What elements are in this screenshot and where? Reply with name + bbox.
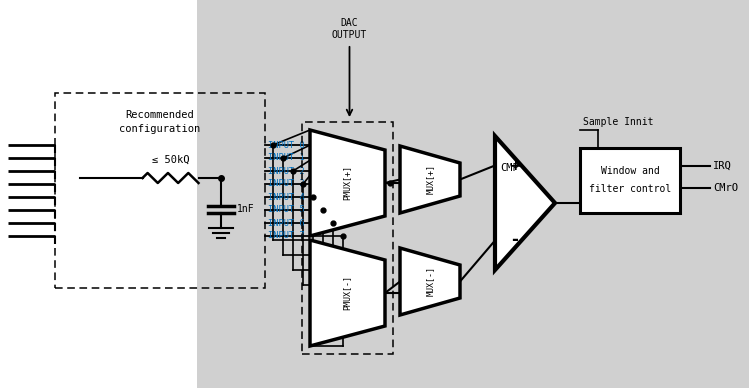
Text: Window and: Window and <box>601 166 659 177</box>
Polygon shape <box>310 130 385 236</box>
Text: configuration: configuration <box>119 124 201 134</box>
Text: INPUT 2: INPUT 2 <box>268 166 305 175</box>
Text: INPUT 5: INPUT 5 <box>268 206 305 215</box>
Bar <box>302 122 393 354</box>
Text: 1nF: 1nF <box>237 204 254 214</box>
Polygon shape <box>495 136 555 270</box>
Text: INPUT 3: INPUT 3 <box>268 180 305 189</box>
Text: PMUX[-]: PMUX[-] <box>342 275 351 310</box>
Text: INPUT 4: INPUT 4 <box>268 192 305 201</box>
Text: Sample Innit: Sample Innit <box>583 117 653 127</box>
Text: filter control: filter control <box>589 185 671 194</box>
Text: OUTPUT: OUTPUT <box>332 30 367 40</box>
Polygon shape <box>400 146 460 213</box>
Text: CMrO: CMrO <box>713 183 738 193</box>
Text: CMP: CMP <box>500 163 519 173</box>
Text: IRQ: IRQ <box>713 161 732 171</box>
Text: INPUT 0: INPUT 0 <box>268 140 305 149</box>
Text: +: + <box>509 159 521 173</box>
Polygon shape <box>400 248 460 315</box>
Text: INPUT 1: INPUT 1 <box>268 154 305 163</box>
Text: DAC: DAC <box>341 18 358 28</box>
Text: ≤ 50kQ: ≤ 50kQ <box>152 155 189 165</box>
Text: -: - <box>512 231 518 249</box>
Text: Recommended: Recommended <box>126 110 195 120</box>
Bar <box>197 0 749 388</box>
Text: MUX[+]: MUX[+] <box>425 165 434 194</box>
Text: MUX[-]: MUX[-] <box>425 267 434 296</box>
Bar <box>580 148 680 213</box>
Text: INPUT 6: INPUT 6 <box>268 218 305 227</box>
Bar <box>55 93 265 288</box>
Text: PMUX[+]: PMUX[+] <box>342 166 351 201</box>
Text: INPUT 7: INPUT 7 <box>268 232 305 241</box>
Polygon shape <box>310 240 385 346</box>
